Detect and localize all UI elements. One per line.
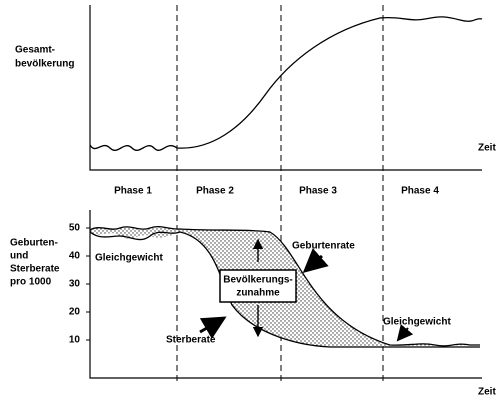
increase-box [219,269,297,303]
top-axes [89,5,482,171]
bottom-y-label: pro 1000 [10,277,52,288]
y-tick-label: 10 [69,335,81,346]
death-rate-label: Sterberate [166,335,216,346]
top-y-label: bevölkerung [15,59,74,70]
y-tick-label: 20 [69,307,81,318]
birth-rate-label: Geburtenrate [292,241,355,252]
phase-label: Phase 3 [299,186,337,197]
death-rate-curve [89,231,480,348]
increase-label: Bevölkerungs- [223,275,292,286]
y-tick-label: 50 [69,223,81,234]
y-tick-label: 40 [69,251,81,262]
death-rate-arrow [199,316,227,339]
equilibrium-label: Gleichgewicht [383,317,451,328]
birth-rate-curve [89,225,480,347]
bottom-y-label: und [10,251,28,262]
birth-rate-arrow [302,248,329,273]
increase-label: zunahme [236,288,280,299]
equilibrium-label: Gleichgewicht [95,253,163,264]
phase-label: Phase 4 [401,186,439,197]
phase-label: Phase 1 [114,186,152,197]
top-y-label: Gesamt- [15,45,55,56]
bottom-axes [89,210,482,379]
population-curve [89,16,483,151]
y-tick-label: 30 [69,279,81,290]
top-x-label: Zeit [478,143,496,154]
bottom-y-label: Geburten- [10,238,58,249]
bottom-x-label: Zeit [478,387,496,398]
phase-label: Phase 2 [196,186,234,197]
bottom-y-label: Sterberate [10,264,60,275]
equilibrium-arrow [396,324,414,342]
